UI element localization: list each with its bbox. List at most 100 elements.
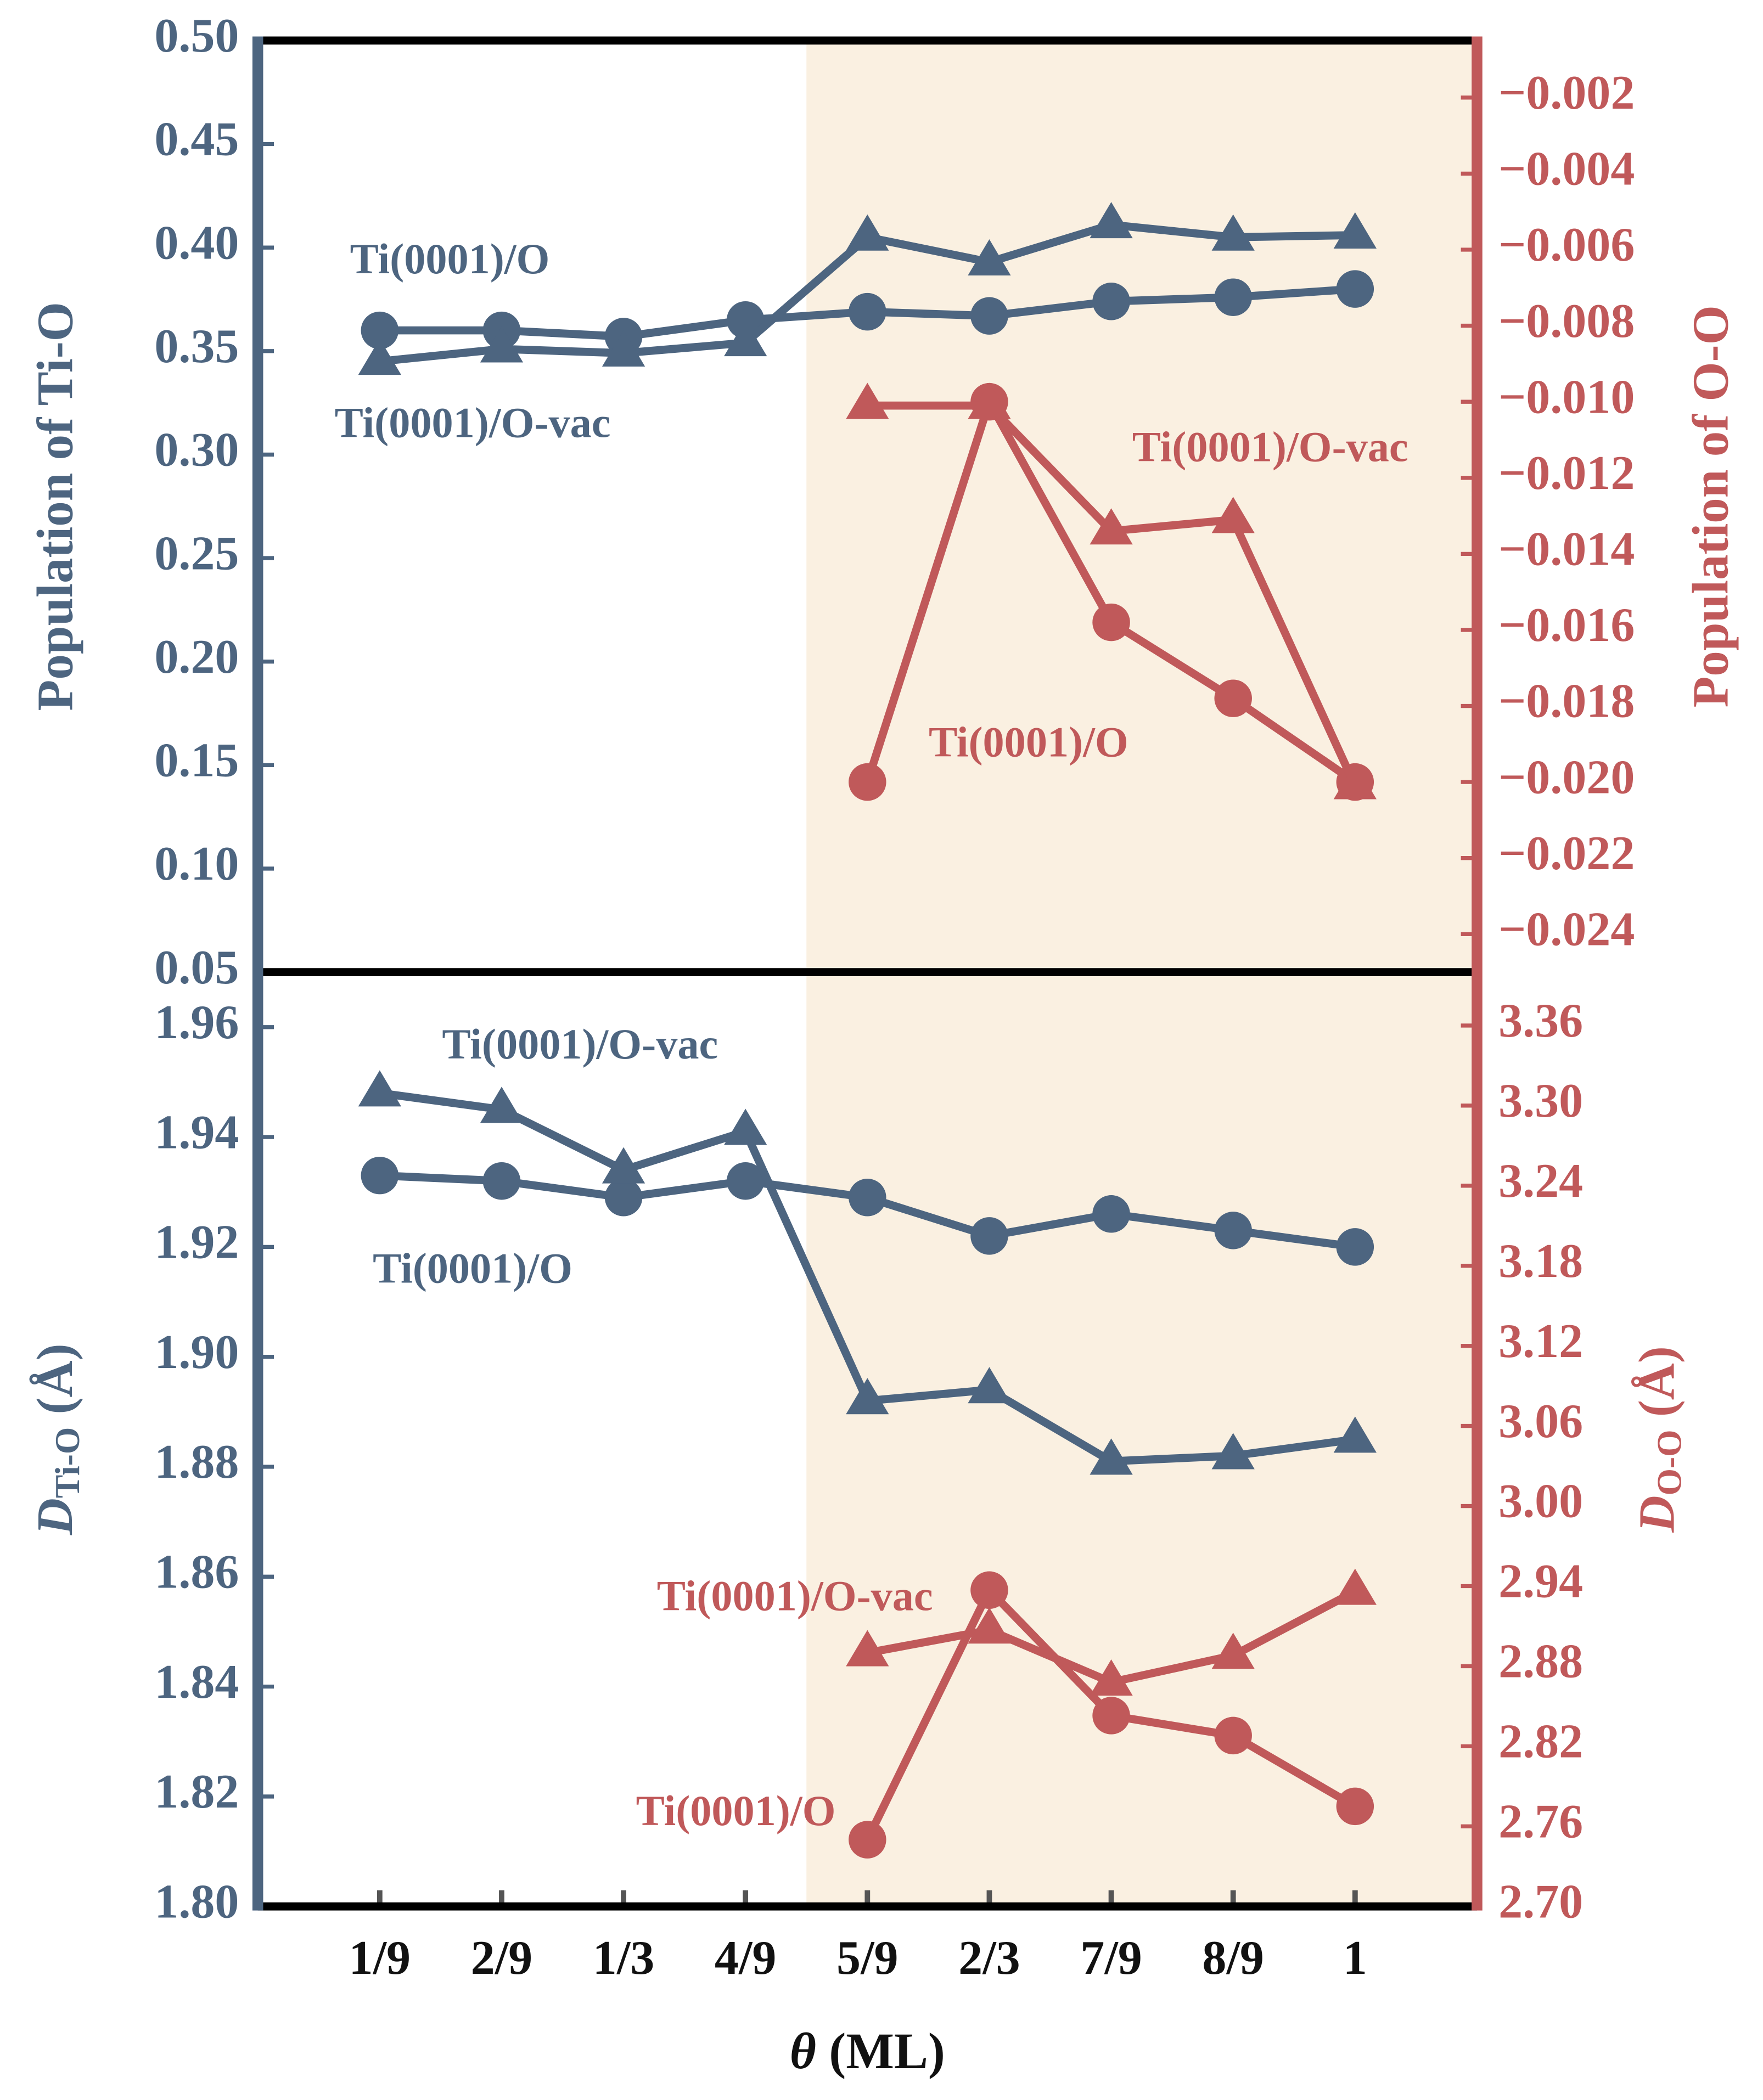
x-tick-label: 5/9	[836, 1932, 899, 1985]
y-tick-label: 1.88	[154, 1435, 239, 1489]
circle-marker	[1092, 603, 1130, 641]
x-tick-label: 8/9	[1202, 1932, 1264, 1985]
y-tick-label: 0.05	[154, 941, 239, 994]
circle-marker	[1214, 1212, 1252, 1249]
circle-marker	[1214, 679, 1252, 717]
circle-marker	[1336, 1228, 1374, 1266]
triangle-marker	[846, 1378, 889, 1415]
y2-tick-label: −0.022	[1498, 827, 1635, 880]
y2-tick-label: −0.012	[1498, 447, 1635, 500]
triangle-marker	[846, 382, 889, 419]
circle-marker	[361, 1156, 399, 1195]
triangle-marker	[480, 1086, 524, 1123]
y2-tick-label: 3.06	[1498, 1395, 1583, 1448]
triangle-marker	[1333, 1416, 1377, 1453]
triangle-marker	[1211, 497, 1255, 533]
y2-tick-label: −0.018	[1498, 675, 1635, 728]
triangle-marker	[1090, 1438, 1133, 1475]
y-tick-label: 0.15	[154, 734, 239, 787]
triangle-marker	[1211, 1433, 1255, 1470]
series-name: Ti(0001)/O	[373, 1245, 572, 1292]
y-tick-label: 0.50	[154, 9, 239, 63]
circle-marker	[1336, 1787, 1374, 1826]
y2-tick-label: 3.30	[1498, 1074, 1583, 1128]
axis-label-part: (Å)	[27, 1343, 83, 1427]
triangle-marker	[968, 1367, 1011, 1404]
series-name: Ti(0001)/O-vac	[442, 1020, 718, 1068]
circle-marker	[361, 311, 399, 350]
y-tick-label: 1.90	[154, 1326, 239, 1379]
circle-marker	[1336, 270, 1374, 308]
triangle-marker	[1090, 1659, 1133, 1696]
y-tick-label: 1.80	[154, 1875, 239, 1928]
circle-marker	[604, 1179, 643, 1217]
x-tick-label: 2/9	[471, 1932, 533, 1985]
axis-label: Population of O-O	[1683, 305, 1739, 707]
triangle-marker	[602, 1147, 645, 1184]
triangle-marker	[602, 330, 645, 367]
triangle-marker	[1333, 763, 1377, 800]
triangle-marker	[480, 326, 524, 363]
y2-tick-label: 3.24	[1498, 1155, 1583, 1208]
y-tick-label: 0.35	[154, 320, 239, 373]
circle-marker	[482, 1162, 521, 1200]
y2-tick-label: −0.016	[1498, 599, 1635, 652]
y2-tick-label: −0.004	[1498, 143, 1635, 196]
triangle-marker	[724, 1108, 767, 1145]
y2-tick-label: 3.00	[1498, 1475, 1583, 1528]
y-tick-label: 0.40	[154, 216, 239, 269]
y-tick-label: 1.86	[154, 1546, 239, 1599]
triangle-marker	[968, 1607, 1011, 1644]
circle-marker	[849, 1179, 886, 1217]
y2-tick-label: 2.70	[1498, 1875, 1583, 1928]
axis-label: DTi-O (Å)	[27, 1343, 86, 1535]
y-tick-label: 1.94	[154, 1106, 239, 1159]
y2-tick-label: 3.12	[1498, 1315, 1583, 1368]
series-name: Ti(0001)/O-vac	[335, 398, 611, 446]
y-tick-label: 0.25	[154, 527, 239, 580]
series-name: Ti(0001)/O	[929, 718, 1128, 766]
x-tick-label: 1/3	[593, 1932, 655, 1985]
y2-tick-label: −0.020	[1498, 751, 1635, 804]
axis-label-part: D	[1629, 1496, 1686, 1533]
triangle-marker	[724, 320, 767, 357]
triangle-marker	[846, 1630, 889, 1667]
axis-label: DO-O (Å)	[1629, 1346, 1688, 1533]
x-tick-label: 1	[1343, 1932, 1367, 1985]
triangle-marker	[968, 382, 1011, 419]
circle-marker	[1092, 1195, 1130, 1233]
y2-tick-label: −0.014	[1498, 523, 1635, 576]
series-name: Ti(0001)/O	[636, 1787, 836, 1834]
y-tick-label: 1.84	[154, 1656, 239, 1709]
axis-label-part: Ti-O	[48, 1427, 87, 1499]
y2-tick-label: 3.18	[1498, 1235, 1583, 1288]
y-tick-label: 1.82	[154, 1765, 239, 1819]
y2-tick-label: −0.024	[1498, 903, 1635, 956]
y2-tick-label: −0.002	[1498, 66, 1635, 120]
triangle-marker	[358, 339, 401, 375]
triangle-marker	[358, 1070, 401, 1107]
y2-tick-label: 2.76	[1498, 1795, 1583, 1849]
y-tick-label: 1.92	[154, 1216, 239, 1269]
y2-tick-label: 2.88	[1498, 1635, 1583, 1688]
x-tick-label: 1/9	[349, 1932, 411, 1985]
triangle-marker	[1333, 212, 1377, 249]
triangle-marker	[968, 239, 1011, 276]
circle-marker	[849, 292, 886, 331]
triangle-marker	[846, 214, 889, 251]
triangle-marker	[1211, 214, 1255, 251]
axis-label: θ (ML)	[790, 2024, 945, 2080]
series-name: Ti(0001)/O-vac	[657, 1572, 933, 1619]
y2-tick-label: 3.36	[1498, 994, 1583, 1048]
circle-marker	[1092, 1697, 1130, 1735]
x-tick-label: 2/3	[958, 1932, 1020, 1985]
y-tick-label: 0.45	[154, 113, 239, 166]
circle-marker	[849, 1821, 886, 1859]
axis-label-part: θ	[790, 2024, 816, 2080]
axis-label-part: (ML)	[816, 2024, 945, 2080]
circle-marker	[1214, 278, 1252, 316]
circle-marker	[970, 1217, 1008, 1255]
y-tick-label: 1.96	[154, 996, 239, 1049]
series-name: Ti(0001)/O	[350, 235, 550, 283]
